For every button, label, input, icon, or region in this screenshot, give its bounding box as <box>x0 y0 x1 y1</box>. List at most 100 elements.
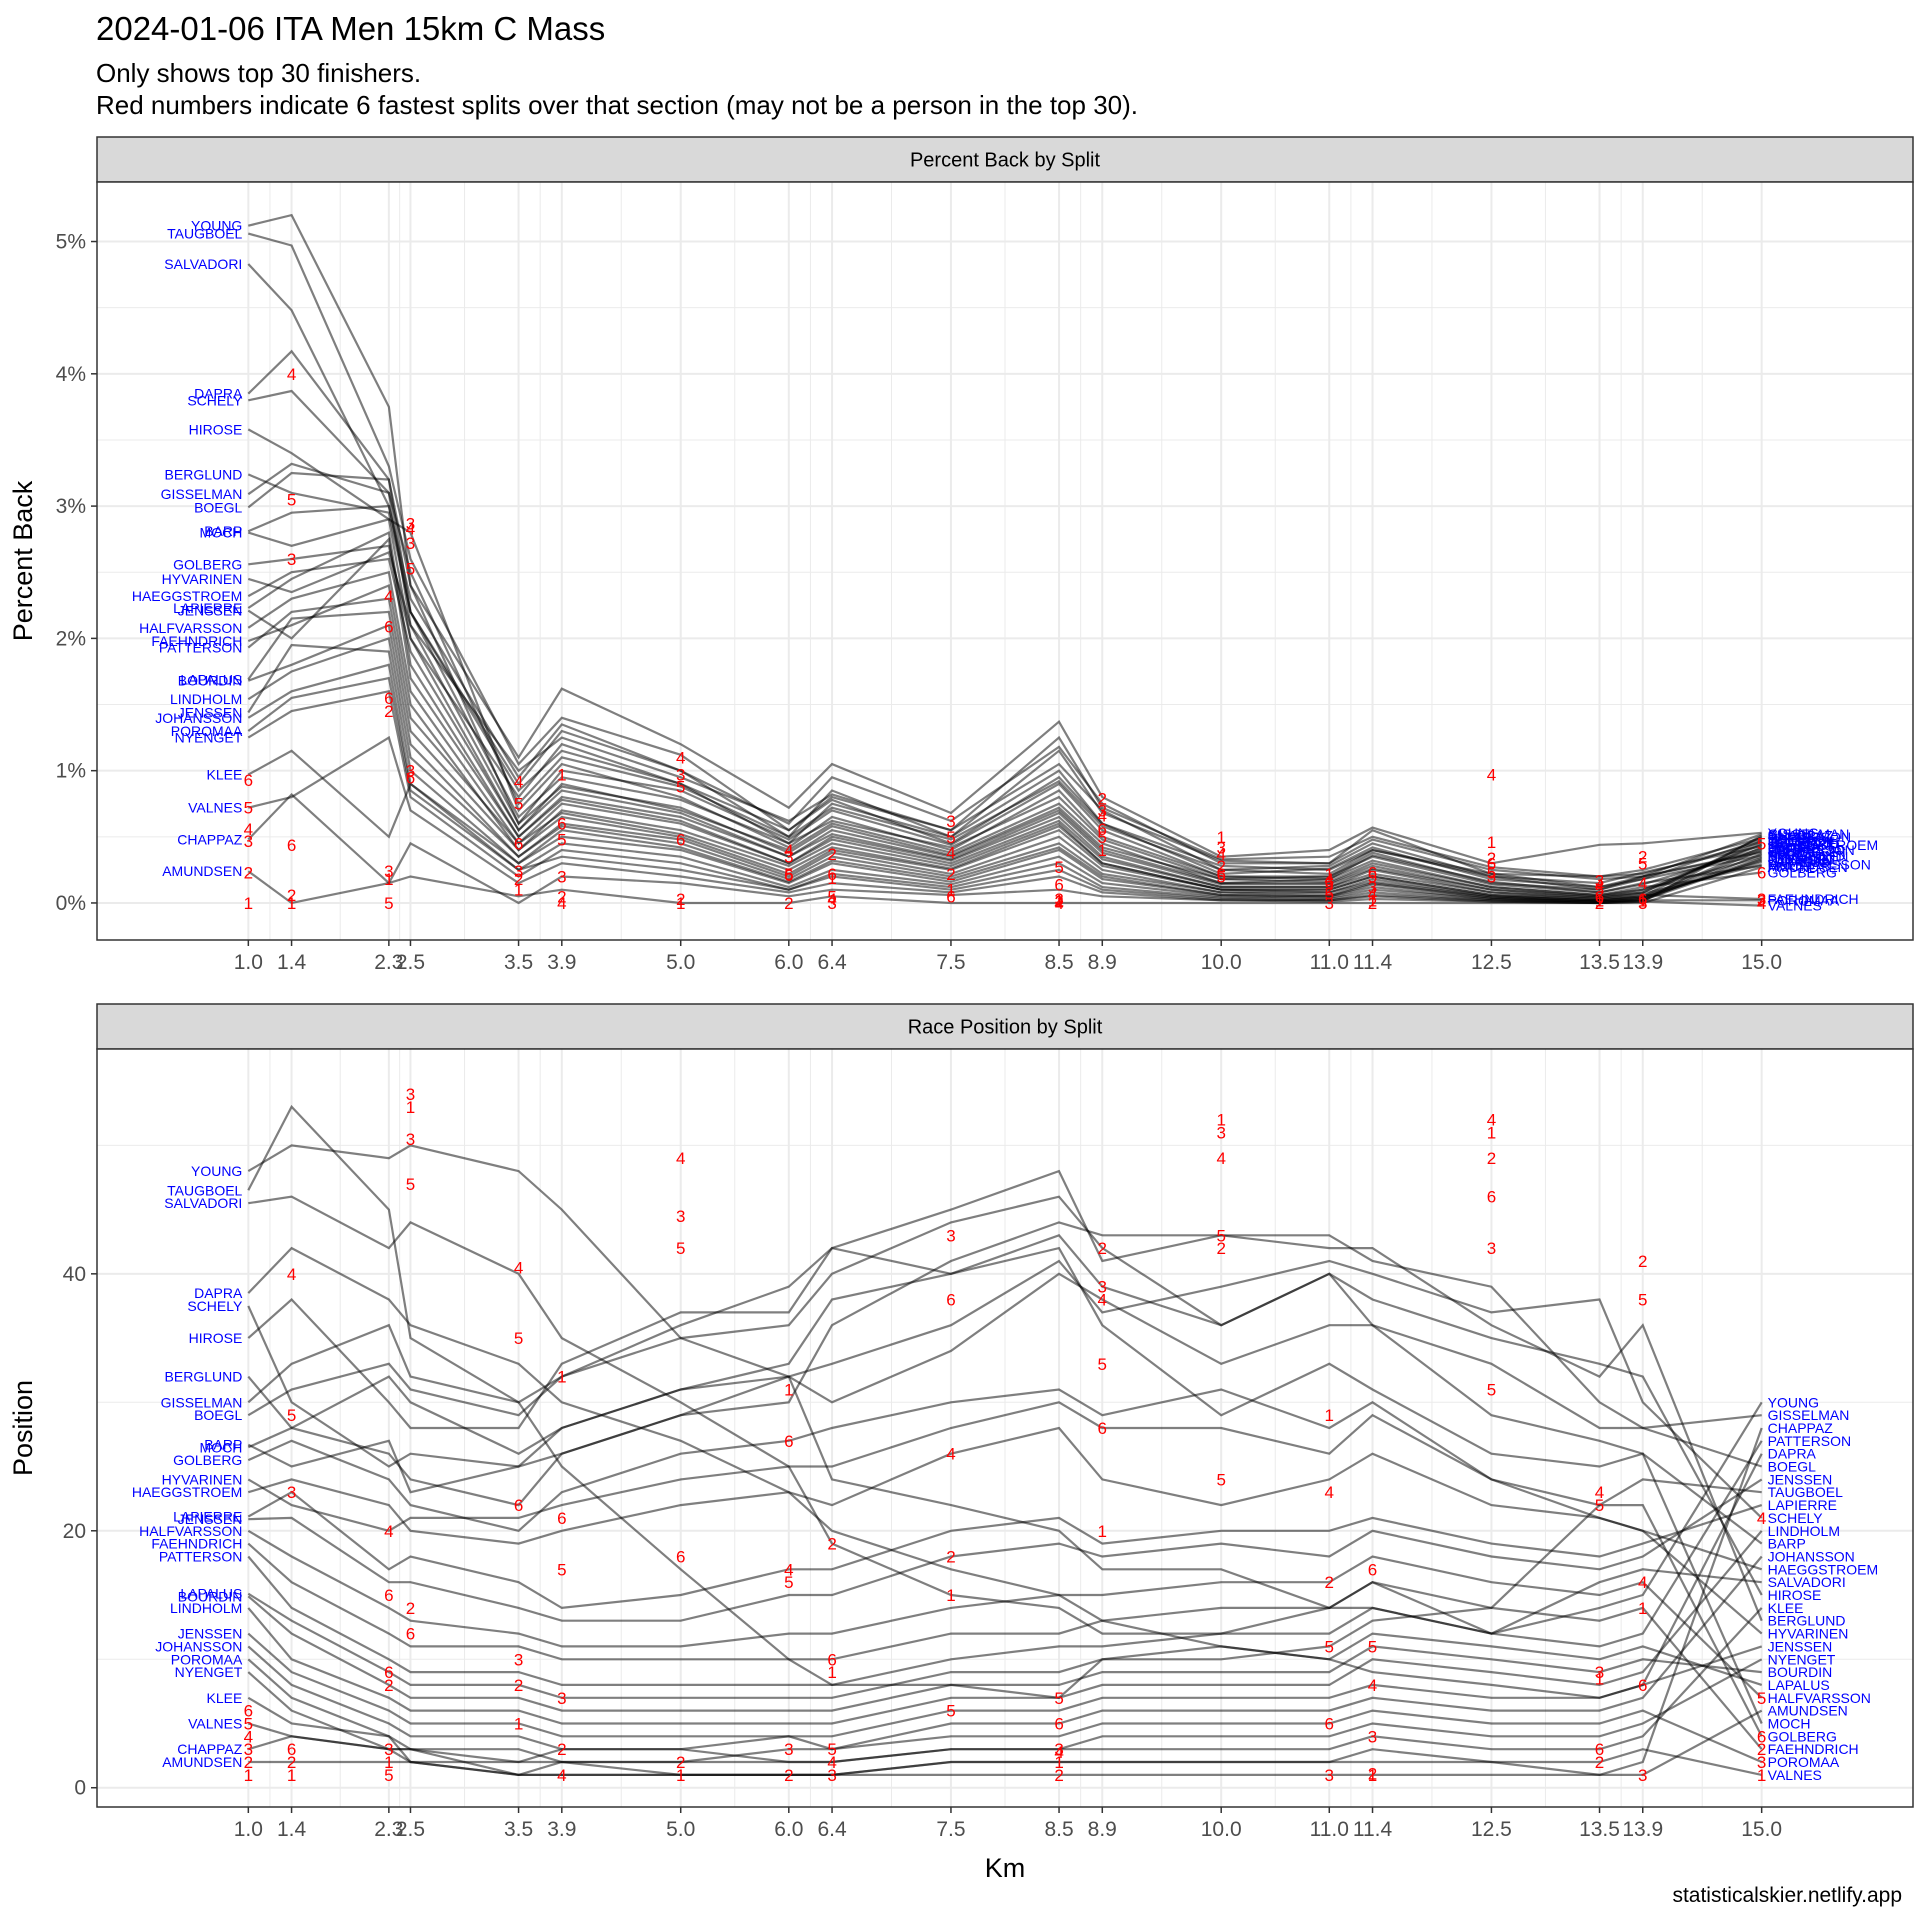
panel1-rank-label: 2 <box>784 894 793 913</box>
panel2-series-line-4 <box>247 1246 1763 1699</box>
panel2-start-name-label: NYENGET <box>175 1664 243 1680</box>
panel2-rank-label: 2 <box>946 1547 955 1566</box>
panel1-start-name-label: HYVARINEN <box>162 571 243 587</box>
panel2-series-line-10 <box>247 1246 1763 1724</box>
panel2-rank-label: 3 <box>287 1483 296 1502</box>
panel2-start-name-label: AMUNDSEN <box>162 1754 242 1770</box>
panel1-end-name-label: LAPALUS <box>1768 854 1830 870</box>
panel2-rank-label: 2 <box>514 1676 523 1695</box>
panel2-rank-label: 5 <box>946 1702 955 1721</box>
panel2-x-tick-label: 7.5 <box>936 1818 965 1841</box>
panel2-rank-label: 3 <box>1098 1278 1107 1297</box>
panel2-y-axis-title: Position <box>8 1380 38 1476</box>
panel1-x-tick-label: 1.4 <box>277 951 307 974</box>
panel2-rank-label: 5 <box>1325 1637 1334 1656</box>
panel1-strip-label: Percent Back by Split <box>910 150 1101 172</box>
panel2-series-line-8 <box>247 1169 1762 1430</box>
panel1-end-name-label: YOUNG <box>1768 825 1819 841</box>
panel1-start-name-label: AMUNDSEN <box>162 863 242 879</box>
panel1-x-tick-label: 2.5 <box>396 951 425 974</box>
panel1-rank-label: 1 <box>676 894 685 913</box>
panel2-series-line-5 <box>247 1259 1763 1519</box>
panel1-rank-label: 2 <box>946 865 955 884</box>
panel1-x-tick-label: 6.0 <box>774 951 803 974</box>
panel2-rank-label: 4 <box>676 1149 685 1168</box>
panel1-rank-label: 5 <box>827 887 836 906</box>
panel2-x-tick-label: 1.4 <box>277 1818 307 1841</box>
panel2-rank-label: 5 <box>384 1766 393 1785</box>
panel2-rank-label: 2 <box>1325 1573 1334 1592</box>
panel2-rank-label: 1 <box>1595 1670 1604 1689</box>
panel1-rank-label: 3 <box>244 832 253 851</box>
panel1-rank-label: 6 <box>827 865 836 884</box>
panel2-rank-label: 6 <box>1054 1714 1063 1733</box>
panel1-rank-label: 4 <box>1325 870 1334 889</box>
panel1-start-name-label: HIROSE <box>189 421 243 437</box>
panel2-series-line-9 <box>247 1195 1763 1468</box>
panel1-rank-label: 1 <box>557 766 566 785</box>
panel1-rank-label: 5 <box>1757 834 1766 853</box>
panel2-end-name-label: HIROSE <box>1768 1587 1822 1603</box>
panel2-rank-label: 5 <box>244 1714 253 1733</box>
panel2-series-line-20 <box>247 1592 1763 1699</box>
panel2-rank-label: 1 <box>557 1368 566 1387</box>
panel2-rank-label: 3 <box>1325 1766 1334 1785</box>
panel2-rank-label: 2 <box>384 1676 393 1695</box>
panel1-start-name-label: LINDHOLM <box>170 691 242 707</box>
panel2-rank-label: 6 <box>676 1547 685 1566</box>
panel1-start-name-label: BERGLUND <box>165 466 243 482</box>
panel1-end-name-label: JOHANSSON <box>1768 842 1855 858</box>
panel1-rank-label: 2 <box>287 886 296 905</box>
panel1-rank-label: 2 <box>1487 849 1496 868</box>
panel2-rank-label: 5 <box>1757 1689 1766 1708</box>
panel2-rank-label: 1 <box>244 1766 253 1785</box>
panel1-rank-label: 4 <box>406 520 415 539</box>
panel1-rank-label: 5 <box>287 490 296 509</box>
panel2-rank-label: 5 <box>1638 1291 1647 1310</box>
panel2-rank-label: 6 <box>1487 1188 1496 1207</box>
panel1-rank-label: 1 <box>1325 865 1334 884</box>
panel2-end-name-label: KLEE <box>1768 1600 1804 1616</box>
panel1-series-line-3 <box>247 263 1762 881</box>
panel2-rank-label: 5 <box>1595 1496 1604 1515</box>
panel1-rank-label: 2 <box>1757 891 1766 910</box>
panel2-start-name-label: PATTERSON <box>159 1548 243 1564</box>
panel1-start-name-label: TAUGBOEL <box>167 226 242 242</box>
panel1-end-name-label: SALVADORI <box>1768 843 1846 859</box>
panel2-rank-label: 5 <box>1216 1470 1225 1489</box>
panel2-start-name-label: GISSELMAN <box>161 1394 243 1410</box>
panel1-rank-label: 3 <box>1098 801 1107 820</box>
panel1-x-tick-label: 15.0 <box>1741 951 1782 974</box>
panel2-rank-label: 6 <box>1638 1676 1647 1695</box>
panel1-end-name-label: BERGLUND <box>1768 847 1846 863</box>
panel2-rank-label: 6 <box>784 1432 793 1451</box>
panel1-rank-label: 2 <box>1216 857 1225 876</box>
panel2-rank-label: 1 <box>946 1586 955 1605</box>
panel1-rank-label: 4 <box>1595 875 1604 894</box>
panel1-series-line-13 <box>247 550 1762 897</box>
panel1-rank-label: 1 <box>244 894 253 913</box>
panel1-rank-label: 4 <box>514 772 523 791</box>
panel2-rank-label: 2 <box>676 1753 685 1772</box>
panel1-end-name-label: CHAPPAZ <box>1768 827 1834 843</box>
panel2-rank-label: 2 <box>1216 1239 1225 1258</box>
panel1-start-name-label: VALNES <box>188 800 242 816</box>
panel2-rank-label: 4 <box>1757 1509 1766 1528</box>
panel1-rank-label: 1 <box>827 869 836 888</box>
panel1-start-name-label: PATTERSON <box>159 640 243 656</box>
panel2-start-name-label: FAEHNDRICH <box>151 1536 242 1552</box>
panel2-rank-label: 5 <box>1054 1689 1063 1708</box>
panel2-y-tick-label: 20 <box>63 1520 86 1543</box>
panel1-rank-label: 4 <box>946 844 955 863</box>
panel1-end-name-label: LINDHOLM <box>1768 839 1840 855</box>
panel2-rank-label: 6 <box>1368 1560 1377 1579</box>
panel2-rank-label: 6 <box>384 1663 393 1682</box>
panel2-rank-label: 6 <box>1757 1727 1766 1746</box>
panel1-rank-label: 5 <box>244 799 253 818</box>
panel2-end-name-label: BARP <box>1768 1536 1806 1552</box>
panel1-rank-label: 2 <box>827 845 836 864</box>
panel2-end-name-label: MOCH <box>1768 1715 1811 1731</box>
panel2-start-name-label: MOCH <box>200 1439 243 1455</box>
panel2-start-name-label: HYVARINEN <box>162 1471 243 1487</box>
panel1-x-tick-label: 13.9 <box>1622 951 1663 974</box>
